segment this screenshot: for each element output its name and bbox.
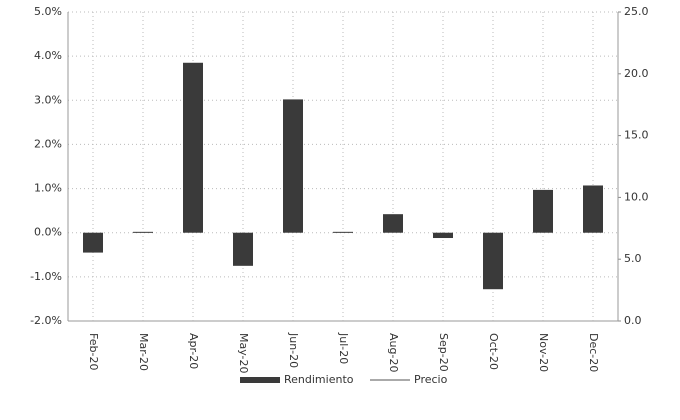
bar: [383, 214, 403, 233]
x-tick-label: Jun-20: [287, 332, 300, 368]
y-tick-label: 5.0%: [34, 5, 62, 18]
x-tick-label: Nov-20: [537, 333, 550, 372]
bar: [583, 185, 603, 233]
y-tick-label: -2.0%: [30, 314, 62, 327]
x-tick-label: Feb-20: [87, 333, 100, 370]
bar: [283, 99, 303, 233]
bar: [83, 232, 103, 253]
x-tick-label: Jul-20: [337, 332, 350, 364]
x-tick-label: Sep-20: [437, 333, 450, 372]
bar: [533, 189, 553, 233]
x-tick-label: May-20: [237, 333, 250, 374]
y-tick-label: 4.0%: [34, 49, 62, 62]
legend-label: Precio: [414, 373, 448, 386]
y2-tick-label: 20.0: [624, 67, 649, 80]
y-tick-label: -1.0%: [30, 270, 62, 283]
y-tick-label: 3.0%: [34, 93, 62, 106]
x-tick-label: Mar-20: [137, 333, 150, 371]
y-tick-label: 1.0%: [34, 182, 62, 195]
y-tick-label: 2.0%: [34, 137, 62, 150]
legend-swatch: [240, 377, 280, 383]
y-tick-label: 0.0%: [34, 226, 62, 239]
legend-label: Rendimiento: [284, 373, 354, 386]
bar: [133, 231, 153, 233]
bar: [483, 232, 503, 290]
bar: [233, 232, 253, 266]
bar: [183, 62, 203, 233]
x-tick-label: Apr-20: [187, 333, 200, 369]
y2-tick-label: 25.0: [624, 5, 649, 18]
x-tick-label: Oct-20: [487, 333, 500, 370]
y2-tick-label: 10.0: [624, 190, 649, 203]
x-tick-label: Dec-20: [587, 333, 600, 372]
y2-tick-label: 5.0: [624, 252, 642, 265]
bar: [433, 232, 453, 239]
bar: [333, 231, 353, 233]
y2-tick-label: 0.0: [624, 314, 642, 327]
y2-tick-label: 15.0: [624, 129, 649, 142]
x-tick-label: Aug-20: [387, 333, 400, 372]
